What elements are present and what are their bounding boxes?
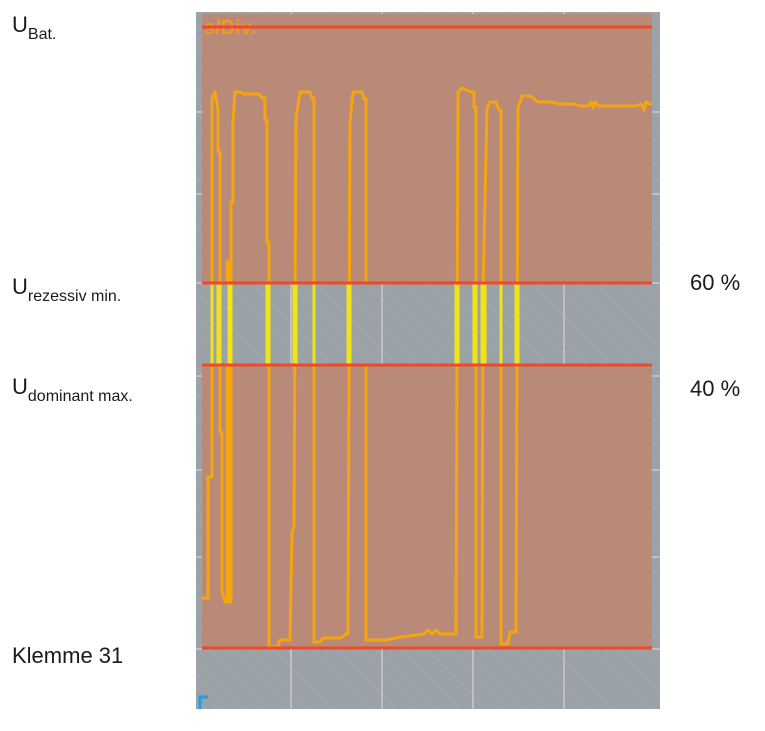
oscilloscope-screen: s/Div.: [196, 12, 660, 709]
label-40-percent: 40 %: [690, 376, 741, 401]
label-klemme-31: Klemme 31: [12, 643, 124, 668]
zone-lower: [202, 365, 652, 648]
label-u-dominant-max: Udominant max.: [12, 374, 133, 405]
ground-cursor-marker: [198, 695, 208, 709]
label-u-bat: UBat.: [12, 12, 57, 43]
label-60-percent: 60 %: [690, 270, 741, 295]
zone-upper: [202, 14, 652, 283]
limit-lines: [202, 25, 652, 650]
can-signal-trace: [202, 86, 652, 649]
label-u-rezessiv-min: Urezessiv min.: [12, 274, 122, 305]
